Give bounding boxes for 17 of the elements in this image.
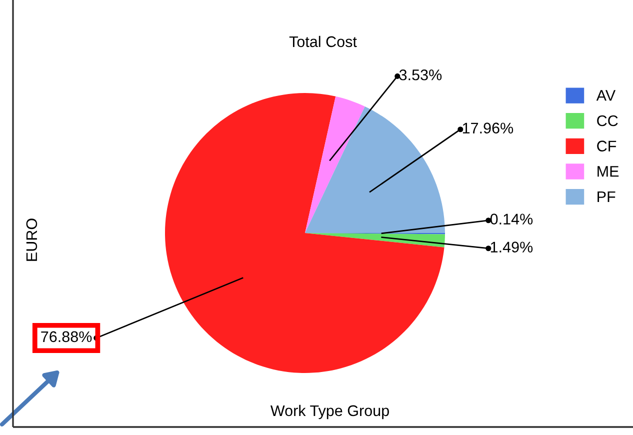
chart-title: Total Cost — [289, 36, 357, 48]
text: EURO — [26, 218, 38, 261]
data-label: 76.88% — [41, 331, 92, 342]
legend-label: AV — [596, 90, 616, 101]
legend-label: CC — [597, 115, 618, 126]
legend-label: ME — [598, 166, 619, 177]
data-label: 1.49% — [490, 242, 533, 252]
data-label: 3.53% — [399, 69, 442, 80]
data-label: 0.14% — [490, 214, 533, 224]
pie-slice — [305, 233, 445, 248]
data-label: 17.96% — [462, 122, 514, 134]
text: Work Type Group — [270, 404, 389, 420]
pie-slice — [305, 96, 365, 233]
legend-label: CF — [597, 140, 616, 152]
pie-slice — [165, 93, 444, 373]
pie-slice — [305, 106, 445, 233]
legend-label: PF — [598, 191, 616, 202]
